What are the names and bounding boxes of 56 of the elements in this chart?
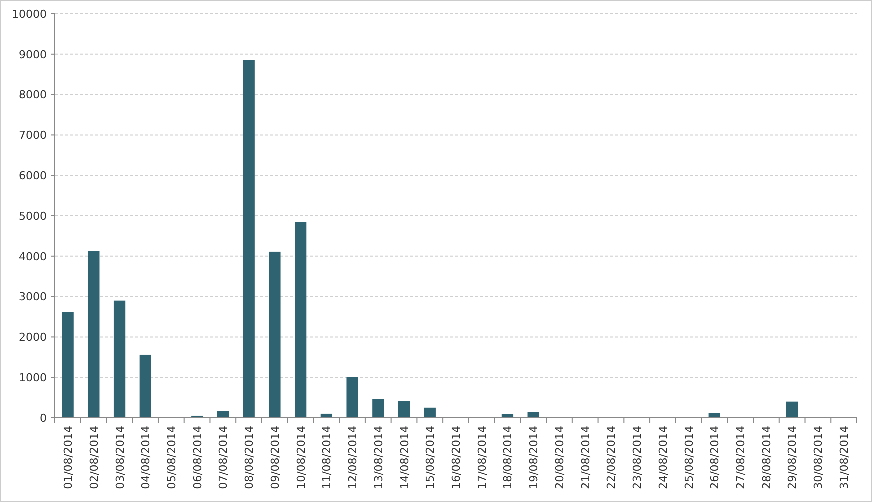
- y-tick-label: 6000: [19, 169, 47, 182]
- x-tick-label: 24/08/2014: [656, 426, 670, 490]
- x-tick-label: 30/08/2014: [812, 426, 826, 490]
- bar: [62, 312, 74, 418]
- x-tick-label: 13/08/2014: [372, 426, 386, 490]
- y-tick-label: 5000: [19, 210, 47, 223]
- x-tick-label: 08/08/2014: [243, 426, 256, 490]
- x-tick-label: 10/08/2014: [294, 426, 308, 490]
- bar: [424, 408, 436, 418]
- x-tick-label: 12/08/2014: [346, 426, 360, 490]
- x-tick-label: 20/08/2014: [553, 426, 566, 490]
- bar: [398, 401, 410, 418]
- bar: [88, 251, 100, 418]
- x-tick-label: 03/08/2014: [114, 426, 127, 490]
- x-tick-label: 05/08/2014: [166, 426, 179, 490]
- bar: [295, 222, 307, 418]
- y-tick-label: 1000: [19, 371, 47, 384]
- x-tick-label: 01/08/2014: [62, 426, 76, 490]
- bar: [140, 354, 152, 418]
- x-tick-label: 26/08/2014: [708, 426, 722, 490]
- y-tick-label: 4000: [19, 250, 47, 264]
- x-tick-label: 17/08/2014: [476, 426, 489, 490]
- x-tick-label: 25/08/2014: [682, 426, 696, 490]
- x-tick-label: 14/08/2014: [398, 426, 412, 490]
- x-tick-label: 16/08/2014: [450, 426, 463, 490]
- bar: [346, 377, 358, 418]
- x-tick-label: 22/08/2014: [605, 426, 618, 490]
- x-tick-label: 18/08/2014: [502, 426, 515, 490]
- y-tick-label: 8000: [19, 88, 47, 102]
- bar: [114, 300, 126, 418]
- x-tick-label: 19/08/2014: [528, 426, 541, 490]
- y-tick-label: 10000: [12, 8, 47, 21]
- bar: [372, 399, 384, 418]
- x-tick-label: 04/08/2014: [140, 426, 153, 490]
- y-tick-label: 0: [40, 412, 47, 425]
- bar: [243, 60, 255, 418]
- x-tick-label: 11/08/2014: [320, 426, 334, 490]
- x-tick-label: 09/08/2014: [268, 426, 282, 490]
- x-tick-label: 28/08/2014: [760, 426, 774, 490]
- x-tick-label: 29/08/2014: [786, 426, 800, 490]
- x-tick-label: 02/08/2014: [88, 426, 101, 490]
- y-tick-label: 3000: [19, 290, 47, 304]
- x-tick-label: 06/08/2014: [191, 426, 204, 490]
- y-tick-label: 2000: [19, 331, 47, 344]
- x-tick-label: 15/08/2014: [424, 426, 438, 490]
- x-tick-label: 27/08/2014: [734, 426, 748, 490]
- bar: [217, 411, 230, 418]
- x-tick-label: 23/08/2014: [631, 426, 644, 490]
- x-tick-label: 21/08/2014: [579, 426, 592, 490]
- bar: [786, 402, 798, 418]
- x-tick-label: 07/08/2014: [217, 426, 230, 490]
- x-tick-label: 31/08/2014: [838, 426, 851, 490]
- bar: [269, 252, 281, 418]
- y-tick-label: 7000: [19, 129, 47, 142]
- y-tick-label: 9000: [19, 48, 47, 62]
- bar: [708, 413, 720, 418]
